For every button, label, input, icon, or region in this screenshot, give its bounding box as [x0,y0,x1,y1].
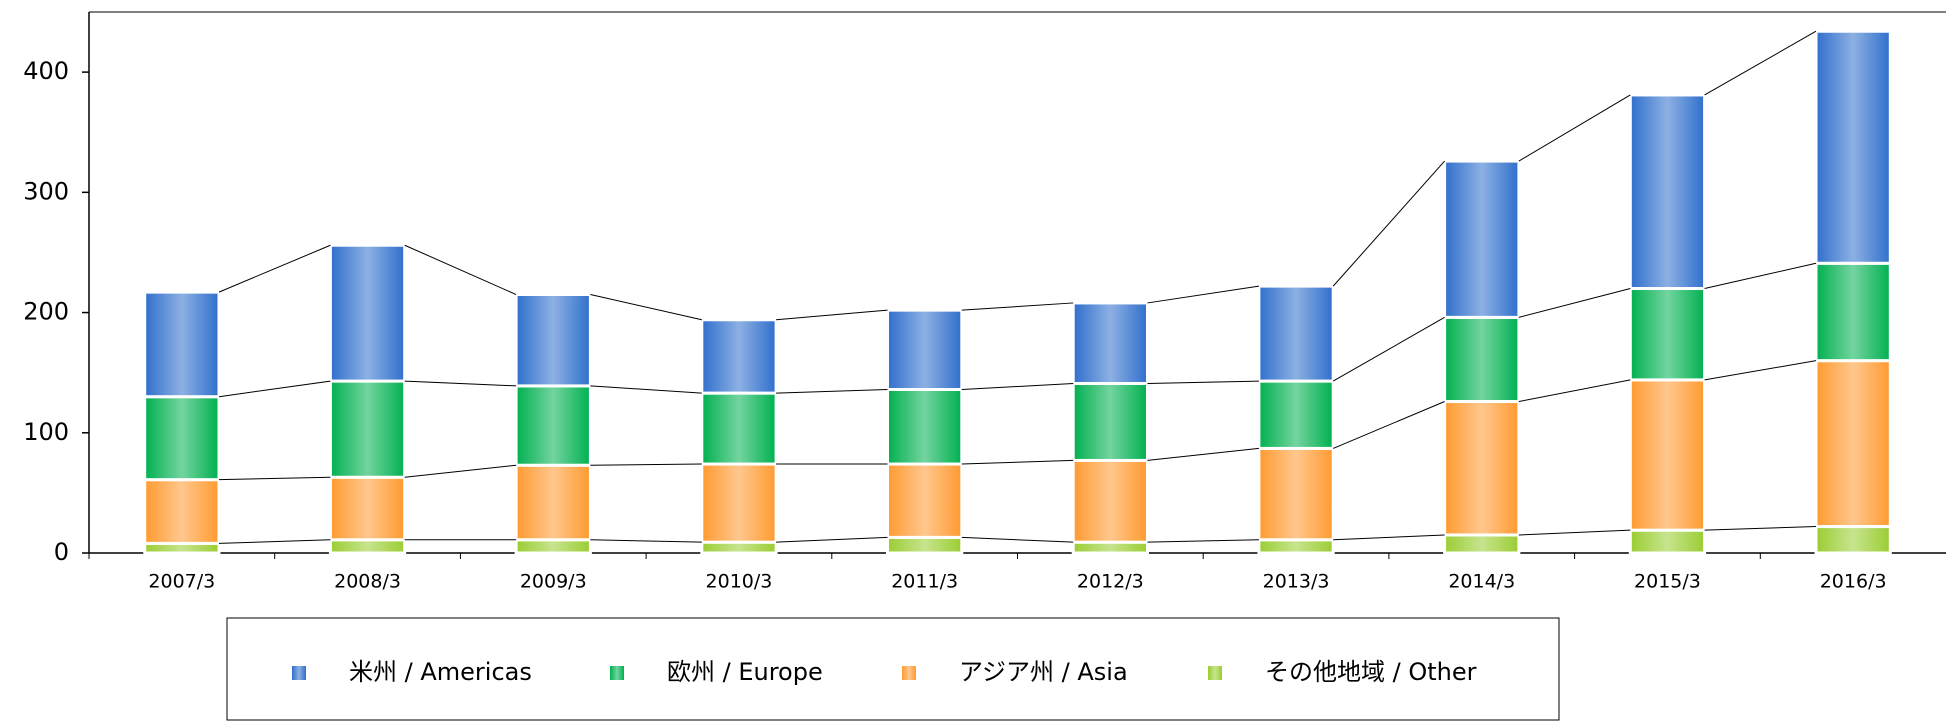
series-connector [1147,539,1259,543]
bar-segment [1628,378,1707,532]
series-connector [1332,316,1445,382]
bar-segment [1628,287,1707,382]
series-connector [590,385,702,394]
bar-segment [1257,284,1335,383]
bar-segment [143,395,221,482]
x-tick-label: 2013/3 [1263,571,1330,593]
x-tick-label: 2015/3 [1634,571,1701,593]
bar-segment [328,475,407,542]
series-connector [1518,529,1631,536]
bar-segment [886,308,964,391]
series-connector [404,464,517,478]
bar-segment [514,293,592,388]
bar-segment [1628,528,1707,555]
series-connector [961,536,1074,543]
series-connector [1518,94,1631,162]
series-connector [961,302,1074,311]
x-tick-label: 2014/3 [1448,571,1515,593]
bar-segment [1814,261,1892,363]
series-connector [1333,534,1445,541]
x-tick-label: 2007/3 [148,571,215,593]
bar-segment [143,290,221,399]
legend-swatch [610,666,624,680]
bar-segment [1814,29,1892,265]
series-connector [1704,360,1817,381]
series-connector [1147,447,1259,461]
series-connector [218,380,331,398]
bar-segment [886,387,964,466]
bar-segment [1443,315,1521,404]
x-tick-label: 2011/3 [891,571,958,593]
y-tick-label: 400 [23,57,69,85]
series-connector [1704,526,1817,531]
bar-segment [328,379,407,479]
legend-box [226,617,1560,721]
series-connector [1147,380,1259,384]
legend-label: アジア州 / Asia [959,658,1128,686]
bar-segment [1071,381,1149,462]
series-connector [1704,30,1817,96]
bar-segment [1257,538,1335,555]
legend-label: その他地域 / Other [1265,658,1477,686]
series-connector [961,382,1074,390]
bar-segment [514,538,592,555]
bar-segment [143,478,221,545]
series-connector [1332,401,1445,449]
bar-segment [328,243,407,383]
bar-segment [1257,379,1335,450]
bar-segment [1071,540,1149,555]
x-tick-label: 2012/3 [1077,571,1144,593]
bar-segment [886,535,964,555]
bar-segment [700,540,778,555]
bar-segment [700,462,778,544]
bar-segment [1257,446,1335,542]
legend-swatch [292,666,306,680]
series-connector [404,244,517,295]
series-connector [218,244,331,293]
series-connector [590,463,702,466]
legend-swatch [1208,666,1222,680]
y-tick-label: 0 [54,538,69,566]
y-tick-label: 300 [23,177,69,205]
series-connector [590,539,702,543]
series-connector [218,539,331,544]
legend-label: 米州 / Americas [349,658,532,686]
bar-segment [1443,533,1521,555]
legend-swatch [902,666,916,680]
series-connector [961,459,1074,465]
bar-segment [514,463,592,542]
bar-segment [1071,301,1149,385]
bar-segment [1443,159,1521,319]
series-connector [776,309,888,321]
bar-segment [328,538,407,555]
series-connector [1332,160,1445,287]
bar-segment [514,384,592,467]
bar-segment [1628,93,1707,291]
series-connector [776,536,888,543]
series-connector [1704,262,1817,289]
bar-segment [700,391,778,466]
series-connector [404,380,517,387]
bar-segment [1814,359,1892,529]
series-connector [776,388,888,394]
x-tick-label: 2010/3 [706,571,773,593]
bar-segment [1443,400,1521,537]
y-tick-label: 100 [23,418,69,446]
x-tick-label: 2016/3 [1820,571,1887,593]
bar-segment [886,462,964,539]
y-tick-label: 200 [23,298,69,326]
series-connector [590,294,702,321]
series-connector [1147,285,1259,304]
bar-segment [1814,525,1892,555]
x-tick-label: 2009/3 [520,571,587,593]
bar-segment [700,318,778,395]
series-connector [1518,288,1631,318]
legend-label: 欧州 / Europe [667,658,823,686]
bar-segment [1071,458,1149,544]
x-tick-label: 2008/3 [334,571,401,593]
series-connector [1518,379,1631,403]
series-connector [218,476,331,481]
